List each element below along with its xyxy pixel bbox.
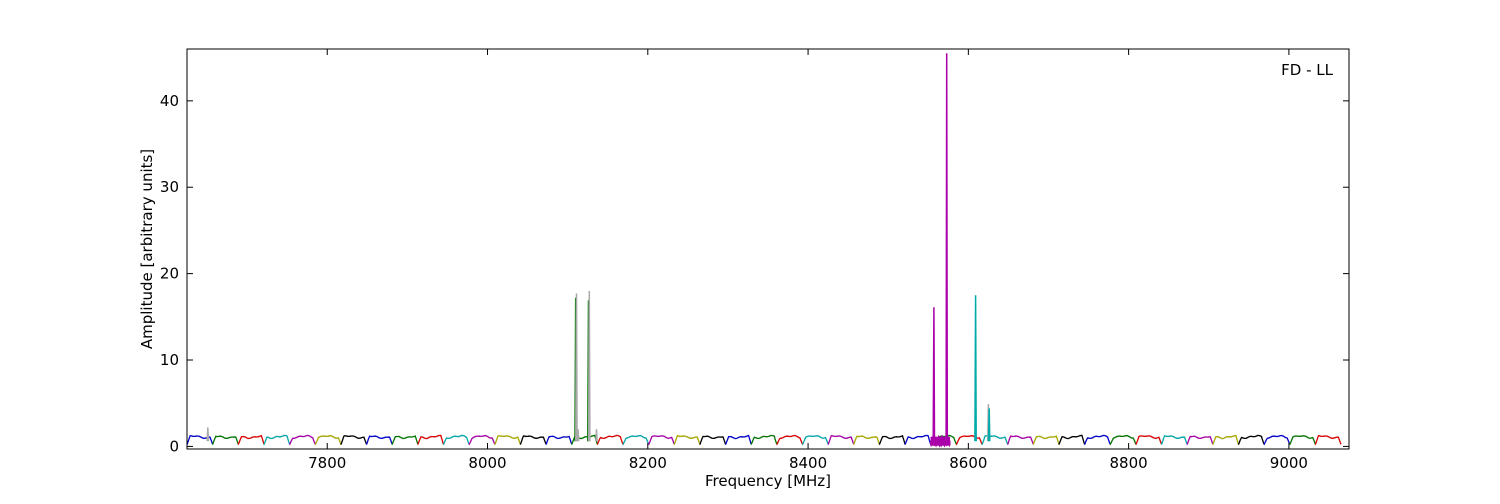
spectral-spike [945, 53, 949, 442]
channel-series [1314, 434, 1342, 445]
channel-series [468, 435, 496, 445]
channel-series-cluster [930, 434, 951, 448]
y-tick-label: 10 [160, 351, 179, 369]
channel-series [314, 435, 342, 445]
channel-series [494, 435, 522, 445]
spectral-spike [974, 295, 977, 442]
channel-series [1135, 435, 1163, 445]
channel-series [904, 434, 932, 445]
channel-series [391, 435, 419, 445]
x-tick-label: 8600 [949, 454, 987, 472]
channel-series [1058, 434, 1086, 445]
x-tick-label: 8000 [468, 454, 506, 472]
channel-series [699, 435, 727, 445]
channel-series-background [878, 435, 906, 445]
channel-series [648, 435, 675, 445]
channel-series [545, 435, 573, 445]
spectral-spike [576, 429, 580, 442]
channel-series [878, 434, 906, 445]
spectral-spike [587, 290, 591, 442]
channel-series [1237, 434, 1265, 445]
channel-series [776, 434, 804, 445]
channel-series [955, 435, 983, 445]
x-tick-label: 8200 [629, 454, 667, 472]
channel-series [1032, 435, 1060, 445]
channel-series [724, 434, 752, 445]
channel-series [1289, 435, 1316, 445]
channel-series [801, 435, 829, 445]
channel-series [1263, 434, 1291, 445]
plot-frame [186, 48, 1350, 450]
channel-series [622, 434, 650, 445]
y-axis: 0 10 20 30 40 [160, 92, 1349, 455]
x-tick-label: 8400 [789, 454, 827, 472]
channel-series [596, 434, 624, 445]
channel-series [827, 435, 855, 445]
channel-series [519, 435, 547, 445]
channel-series [1109, 435, 1137, 445]
channel-series [288, 434, 316, 445]
x-axis-label: Frequency [MHz] [705, 472, 831, 490]
channel-series [417, 434, 445, 445]
channel-series [1160, 435, 1188, 445]
series-layer [187, 434, 1342, 448]
channel-series [981, 435, 1009, 445]
y-tick-label: 20 [160, 265, 179, 283]
x-tick-label: 9000 [1270, 454, 1308, 472]
spectral-spike [575, 293, 578, 442]
spectral-spike [595, 429, 598, 442]
spike-layer [206, 53, 991, 442]
x-tick-label: 7800 [308, 454, 346, 472]
channel-series [1212, 434, 1240, 445]
y-axis-label: Amplitude [arbitrary units] [138, 149, 156, 349]
channel-series [365, 435, 393, 445]
channel-series [211, 435, 239, 445]
channel-series [1006, 435, 1034, 445]
channel-series [853, 435, 881, 445]
y-tick-label: 0 [169, 437, 179, 455]
channel-series [1083, 434, 1111, 445]
spectral-spike [206, 427, 210, 442]
channel-series [340, 435, 368, 445]
channel-series [263, 434, 291, 445]
channel-series [442, 434, 470, 445]
spectral-spike [932, 307, 936, 442]
y-tick-label: 30 [160, 178, 179, 196]
channel-series [673, 434, 701, 445]
channel-series [750, 434, 778, 445]
polarization-annotation: FD - LL [1281, 61, 1333, 79]
spectral-spike [987, 408, 991, 442]
channel-series [1186, 435, 1214, 445]
x-tick-label: 8800 [1110, 454, 1148, 472]
x-axis: 7800 8000 8200 8400 8600 8800 9000 [308, 49, 1308, 472]
channel-series [237, 434, 265, 445]
y-tick-label: 40 [160, 92, 179, 110]
